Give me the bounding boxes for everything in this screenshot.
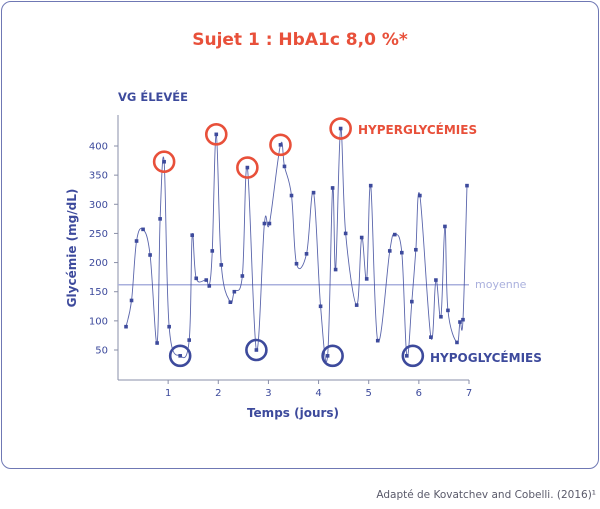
data-point bbox=[429, 335, 433, 339]
annotation-hyperglycemies: HYPERGLYCÉMIES bbox=[358, 122, 477, 137]
data-point bbox=[158, 217, 162, 221]
hyperglycemia-circle bbox=[152, 150, 176, 174]
hypoglycemia-circle bbox=[401, 344, 425, 368]
x-tick-label: 6 bbox=[416, 388, 422, 399]
annotation-hypoglycemies: HYPOGLYCÉMIES bbox=[430, 350, 542, 365]
x-tick-label: 3 bbox=[265, 388, 271, 399]
data-point bbox=[434, 278, 438, 282]
y-tick-label: 250 bbox=[89, 229, 108, 240]
data-point bbox=[187, 338, 192, 342]
data-point bbox=[294, 261, 299, 266]
data-point bbox=[204, 278, 209, 282]
data-point bbox=[458, 320, 462, 324]
data-point bbox=[134, 239, 139, 243]
x-axis-label: Temps (jours) bbox=[247, 406, 339, 420]
hyperglycemia-circle bbox=[269, 133, 292, 157]
data-point bbox=[304, 252, 309, 256]
source-credit: Adapté de Kovatchev and Cobelli. (2016)¹ bbox=[376, 489, 596, 501]
data-point bbox=[392, 232, 397, 237]
y-tick-label: 400 bbox=[89, 142, 108, 153]
data-point bbox=[443, 224, 447, 229]
x-tick-label: 2 bbox=[215, 388, 221, 399]
hyperglycemia-circle bbox=[329, 117, 352, 140]
x-tick-label: 5 bbox=[366, 388, 372, 399]
data-point bbox=[254, 348, 259, 352]
y-tick-label: 100 bbox=[89, 316, 108, 327]
data-point bbox=[178, 354, 182, 358]
data-point bbox=[148, 253, 152, 257]
data-point bbox=[219, 263, 224, 267]
y-tick-label: 350 bbox=[89, 171, 108, 182]
y-tick-label: 150 bbox=[89, 287, 108, 298]
data-point bbox=[405, 354, 409, 358]
data-point bbox=[129, 298, 134, 303]
data-point bbox=[141, 227, 145, 232]
data-point bbox=[318, 304, 323, 309]
chart-title: Sujet 1 : HbA1c 8,0 %* bbox=[192, 30, 408, 50]
data-point bbox=[262, 221, 267, 226]
data-point bbox=[338, 126, 343, 131]
data-point bbox=[330, 186, 335, 190]
data-point bbox=[461, 317, 465, 322]
data-point bbox=[439, 314, 443, 319]
data-point bbox=[343, 231, 348, 236]
data-point bbox=[207, 284, 212, 288]
data-point bbox=[228, 300, 233, 305]
hyperglycemia-circle bbox=[204, 123, 228, 146]
chart-frame bbox=[1, 1, 599, 469]
x-tick-label: 1 bbox=[165, 388, 171, 399]
data-point bbox=[446, 308, 450, 313]
data-point bbox=[278, 143, 283, 147]
glycemia-chart: 50 100 150 200 250 300 350 400 1 2 3 4 5 6 7 Temps (jou… bbox=[65, 89, 542, 420]
data-point bbox=[162, 159, 166, 164]
x-tick-label: 4 bbox=[315, 388, 321, 399]
data-point bbox=[400, 250, 404, 255]
hyperglycemia-circle bbox=[236, 156, 259, 179]
data-point bbox=[124, 324, 128, 329]
glycemia-series-line bbox=[125, 128, 468, 363]
x-tick-label: 7 bbox=[466, 388, 472, 399]
data-point bbox=[282, 164, 287, 169]
data-point bbox=[410, 299, 414, 304]
data-point bbox=[311, 190, 316, 195]
data-point bbox=[414, 247, 418, 252]
hypoglycemia-circle bbox=[245, 338, 268, 362]
y-tick-label: 50 bbox=[95, 346, 108, 357]
data-point bbox=[359, 235, 364, 240]
data-point bbox=[465, 183, 469, 188]
data-point bbox=[214, 132, 219, 137]
data-point bbox=[368, 183, 373, 188]
data-point bbox=[167, 324, 171, 329]
data-point bbox=[325, 354, 330, 358]
data-point bbox=[418, 193, 422, 198]
data-point bbox=[333, 267, 338, 272]
data-point bbox=[155, 341, 159, 345]
y-axis-label: Glycémie (mg/dL) bbox=[65, 189, 79, 308]
hypoglycemia-circle bbox=[321, 344, 344, 368]
y-tick-label: 200 bbox=[89, 258, 108, 269]
data-point bbox=[387, 249, 392, 253]
data-point bbox=[364, 277, 369, 281]
data-point bbox=[267, 221, 272, 226]
y-tick-label: 300 bbox=[89, 200, 108, 211]
data-point bbox=[354, 303, 359, 307]
data-point bbox=[232, 289, 237, 294]
annotation-vg-elevee: VG ÉLEVÉE bbox=[118, 89, 188, 104]
data-point bbox=[194, 276, 199, 281]
data-point bbox=[375, 338, 380, 343]
data-point bbox=[190, 233, 195, 237]
data-point bbox=[289, 193, 294, 198]
mean-label: moyenne bbox=[475, 278, 527, 291]
data-point bbox=[210, 249, 215, 253]
hypoglycemia-circle bbox=[168, 344, 192, 368]
data-point bbox=[245, 165, 250, 170]
data-point bbox=[240, 274, 245, 278]
data-point bbox=[455, 340, 459, 345]
